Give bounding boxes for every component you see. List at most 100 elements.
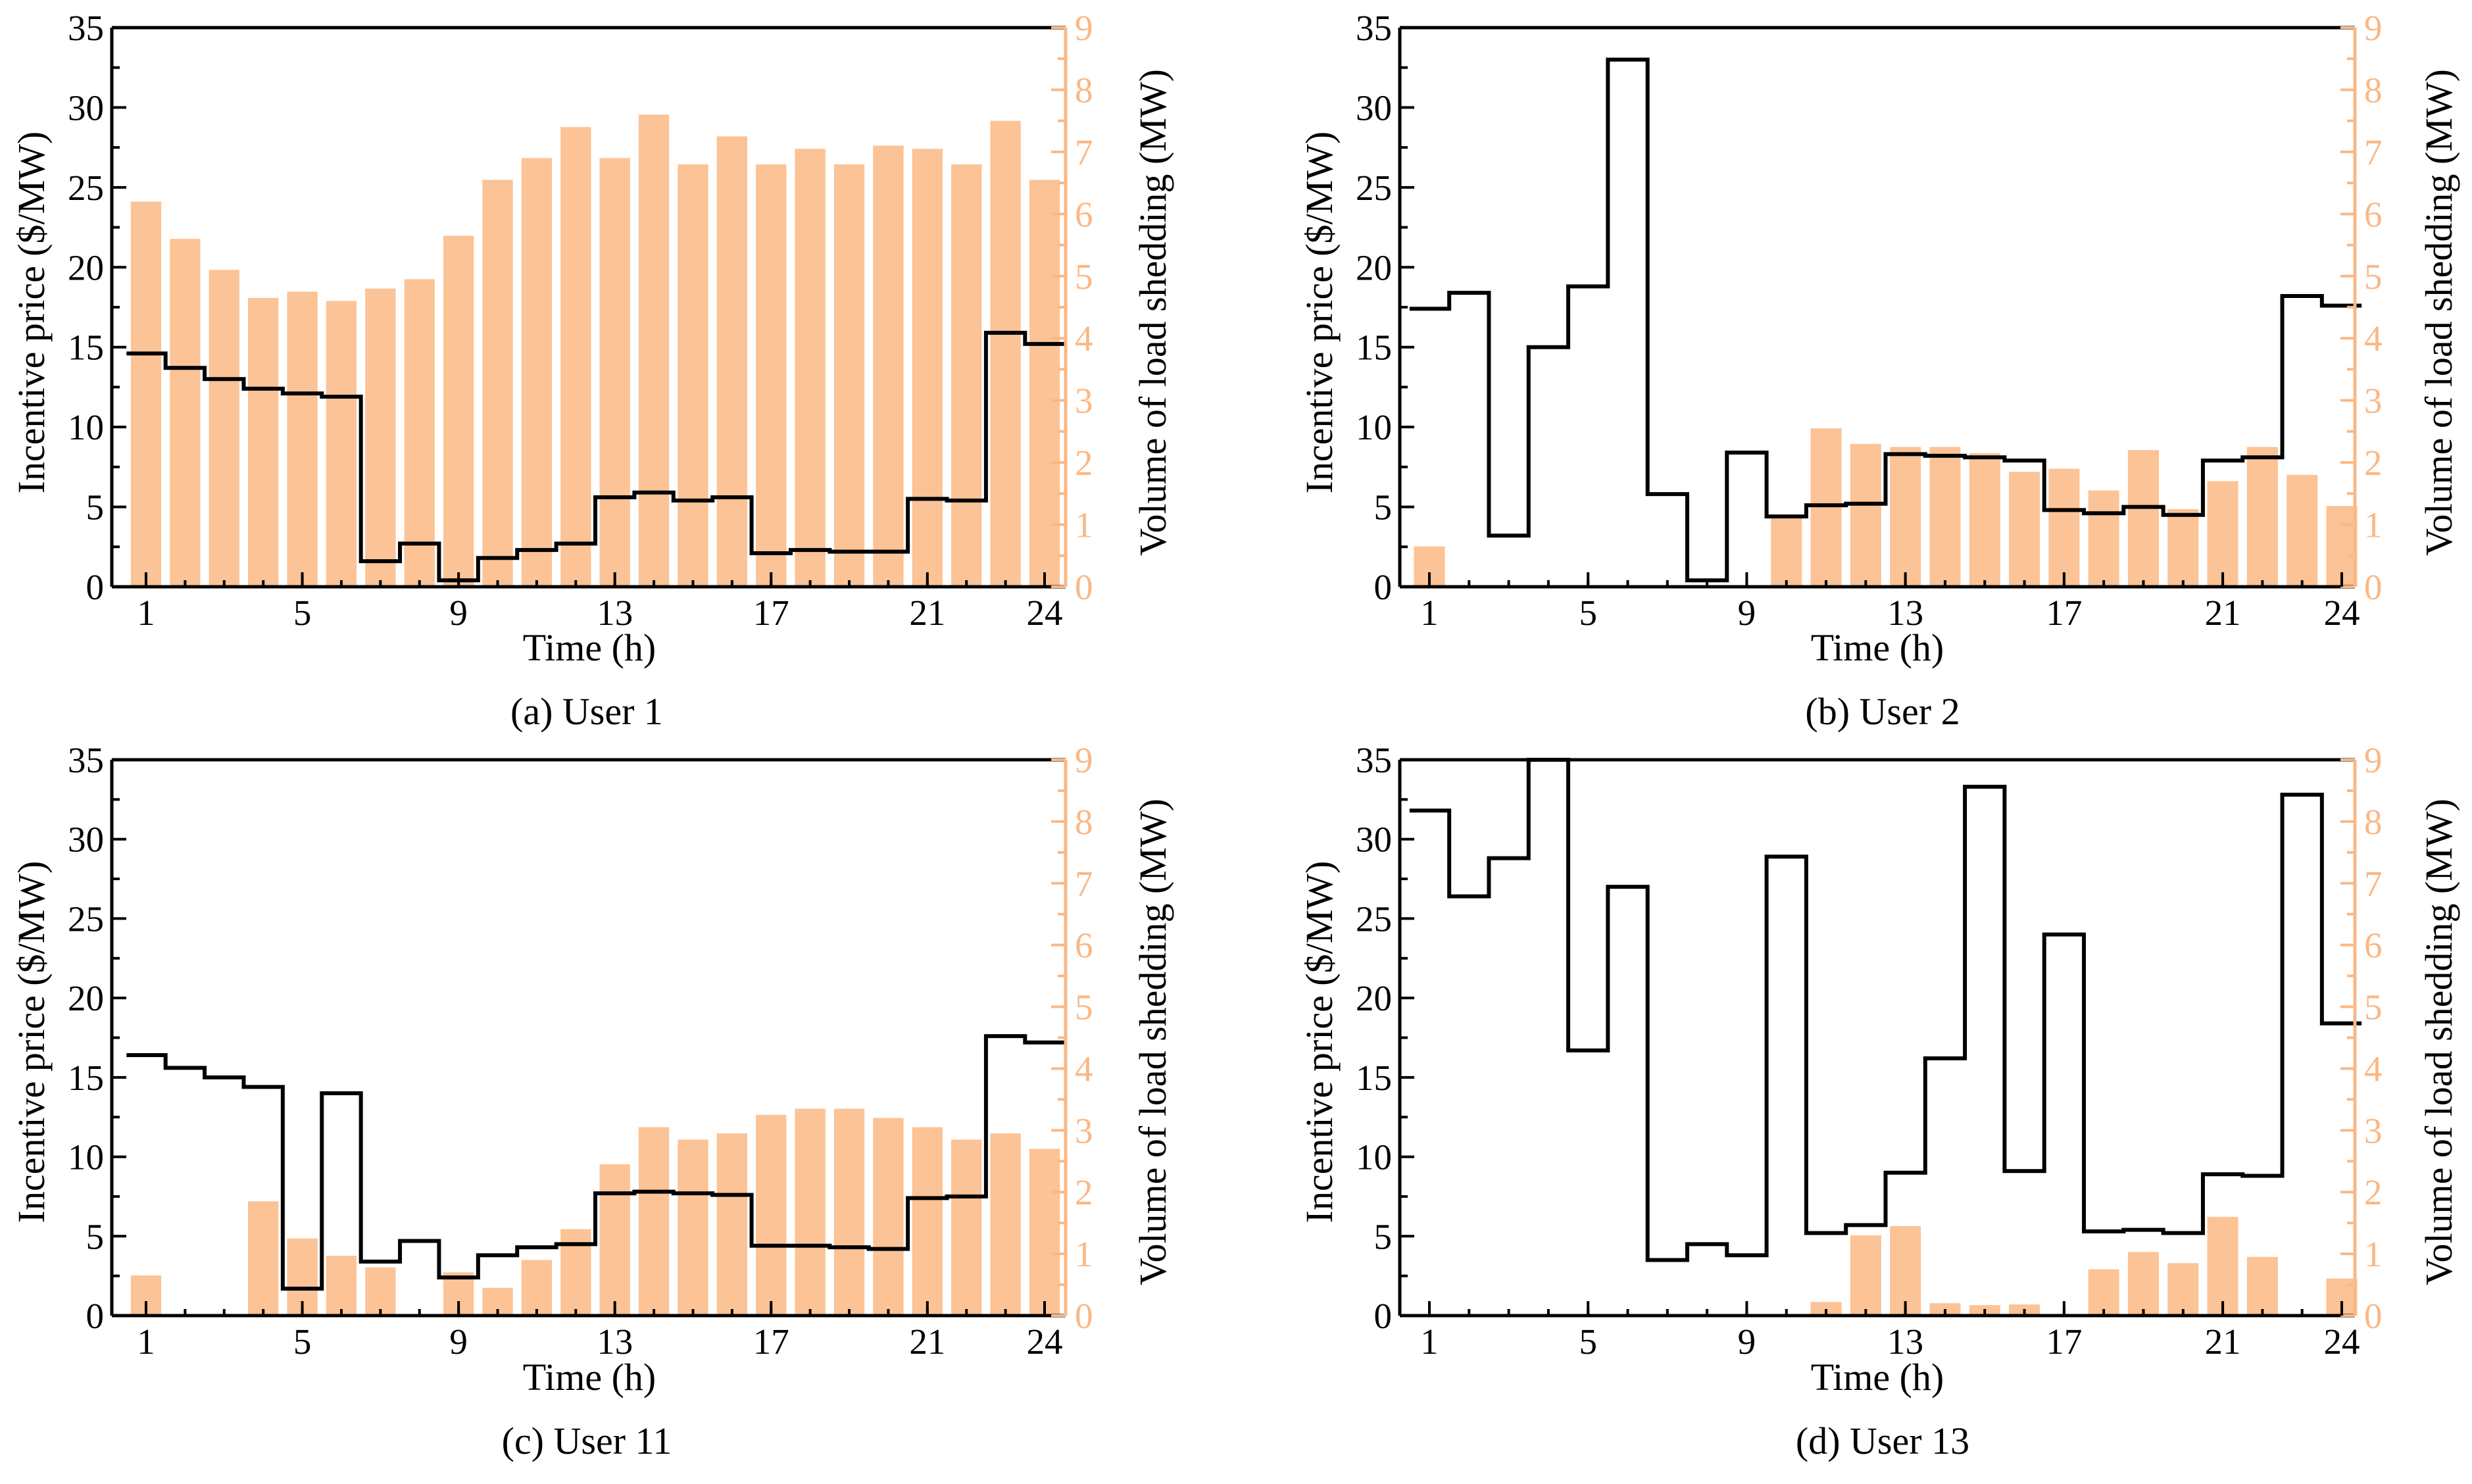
y-right-tick-label: 4 <box>2364 318 2383 359</box>
y-left-tick-label: 10 <box>68 1137 104 1177</box>
load-shedding-bar <box>560 1229 591 1316</box>
x-axis-title: Time (h) <box>1811 626 1944 669</box>
y-axis-right-title: Volume of load shedding (MW) <box>2417 799 2460 1285</box>
y-left-tick-label: 35 <box>1356 8 1392 48</box>
x-tick-label: 1 <box>1420 1322 1439 1362</box>
y-axis-left-title: Incentive price ($/MW) <box>10 861 53 1224</box>
load-shedding-bar <box>599 1164 630 1316</box>
y-axis-right-title: Volume of load shedding (MW) <box>2417 69 2460 556</box>
load-shedding-bar <box>990 1133 1021 1316</box>
load-shedding-bar <box>1929 447 1961 587</box>
y-left-tick-label: 20 <box>1356 247 1392 287</box>
load-shedding-bar <box>1850 1235 1881 1316</box>
load-shedding-bar <box>1771 515 1802 587</box>
y-right-tick-label: 2 <box>1075 443 1093 483</box>
y-axis-left-title: Incentive price ($/MW) <box>10 132 53 494</box>
y-left-tick-label: 35 <box>68 8 104 48</box>
load-shedding-bar <box>638 114 670 587</box>
incentive-price-series <box>1409 758 2362 1262</box>
y-left-tick-label: 20 <box>68 247 104 287</box>
x-tick-label: 21 <box>2205 593 2241 633</box>
load-shedding-bar <box>756 164 787 587</box>
load-shedding-bar <box>443 235 474 587</box>
load-shedding-bar <box>795 149 826 587</box>
load-shedding-bar <box>130 201 162 587</box>
load-shedding-bar <box>2207 1216 2238 1316</box>
x-tick-label: 21 <box>909 1322 945 1362</box>
y-right-tick-label: 9 <box>1075 740 1093 780</box>
x-tick-label: 17 <box>753 1322 789 1362</box>
y-right-tick-label: 2 <box>2364 1172 2383 1212</box>
load-shedding-bar <box>716 136 748 587</box>
y-right-tick-label: 4 <box>1075 318 1093 359</box>
y-left-tick-label: 5 <box>86 487 105 528</box>
y-left-tick-label: 15 <box>68 328 104 368</box>
x-tick-label: 9 <box>1738 593 1756 633</box>
load-shedding-bar <box>1850 443 1881 587</box>
y-right-tick-label: 7 <box>1075 864 1093 904</box>
x-tick-label: 13 <box>597 593 633 633</box>
y-left-tick-label: 0 <box>86 567 105 607</box>
y-left-tick-label: 30 <box>1356 87 1392 128</box>
x-tick-label: 21 <box>2205 1322 2241 1362</box>
x-tick-label: 17 <box>2046 593 2082 633</box>
y-right-tick-label: 7 <box>2364 864 2383 904</box>
y-right-tick-label: 2 <box>1075 1172 1093 1212</box>
y-right-tick-label: 0 <box>1075 1296 1093 1336</box>
y-right-tick-label: 3 <box>1075 1110 1093 1150</box>
load-shedding-bar <box>873 145 904 587</box>
load-shedding-bar <box>2127 450 2159 587</box>
y-right-tick-label: 5 <box>2364 987 2383 1027</box>
x-tick-label: 13 <box>1887 1322 1923 1362</box>
y-left-tick-label: 25 <box>68 899 104 939</box>
load-shedding-bar <box>326 1255 357 1316</box>
y-right-tick-label: 2 <box>2364 443 2383 483</box>
y-axis-left-title: Incentive price ($/MW) <box>1298 861 1341 1224</box>
load-shedding-bar <box>170 239 201 587</box>
x-tick-label: 13 <box>597 1322 633 1362</box>
load-shedding-bar <box>2246 447 2278 587</box>
load-shedding-bar <box>209 270 239 587</box>
load-shedding-bar <box>2207 481 2238 587</box>
y-left-tick-label: 20 <box>68 978 104 1018</box>
y-right-tick-label: 3 <box>2364 1110 2383 1150</box>
y-left-tick-label: 10 <box>68 407 104 447</box>
y-left-tick-label: 35 <box>68 740 104 780</box>
y-right-tick-label: 1 <box>1075 505 1093 545</box>
load-shedding-bar <box>2088 1269 2119 1316</box>
y-left-tick-label: 5 <box>1374 1216 1393 1256</box>
load-shedding-bar <box>990 120 1021 587</box>
x-tick-label: 9 <box>449 1322 468 1362</box>
load-shedding-bar <box>287 291 318 587</box>
y-right-tick-label: 3 <box>1075 381 1093 421</box>
load-shedding-bars <box>130 114 1060 587</box>
load-shedding-bar <box>1810 428 1842 587</box>
load-shedding-bar <box>678 1139 708 1316</box>
x-tick-label: 1 <box>137 1322 155 1362</box>
incentive-price-series <box>126 330 1064 583</box>
y-left-tick-label: 30 <box>68 87 104 128</box>
y-left-tick-label: 15 <box>1356 1058 1392 1098</box>
y-left-tick-label: 30 <box>1356 820 1392 860</box>
load-shedding-bar <box>912 1127 943 1316</box>
load-shedding-bar <box>873 1118 904 1316</box>
panel-caption: (a) User 1 <box>510 690 663 733</box>
y-right-tick-label: 9 <box>1075 8 1093 48</box>
y-right-tick-label: 6 <box>1075 194 1093 234</box>
y-left-tick-label: 30 <box>68 820 104 860</box>
y-left-tick-label: 25 <box>1356 899 1392 939</box>
y-right-tick-label: 6 <box>1075 926 1093 966</box>
load-shedding-bar <box>1810 1302 1842 1316</box>
load-shedding-bar <box>326 301 357 587</box>
x-tick-label: 5 <box>293 593 312 633</box>
y-axis-left-title: Incentive price ($/MW) <box>1298 132 1341 494</box>
load-shedding-bar <box>2088 490 2119 587</box>
load-shedding-bar <box>951 164 982 587</box>
x-tick-label: 9 <box>1738 1322 1756 1362</box>
incentive-price-line <box>126 1034 1064 1291</box>
load-shedding-bar <box>2246 1256 2278 1316</box>
y-left-tick-label: 5 <box>1374 487 1393 528</box>
